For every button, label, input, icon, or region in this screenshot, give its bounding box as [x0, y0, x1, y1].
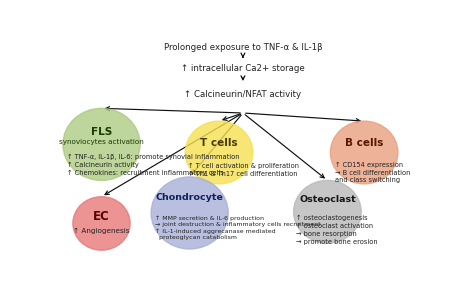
Ellipse shape: [330, 121, 398, 184]
Text: FLS: FLS: [91, 127, 112, 137]
Text: B cells: B cells: [345, 138, 383, 148]
Text: Prolonged exposure to TNF-α & IL-1β: Prolonged exposure to TNF-α & IL-1β: [164, 43, 322, 52]
Text: ↑ intracellular Ca2+ storage: ↑ intracellular Ca2+ storage: [181, 64, 305, 73]
Text: Osteoclast: Osteoclast: [299, 194, 356, 204]
Text: ↑ Angiogenesis: ↑ Angiogenesis: [73, 228, 130, 234]
Ellipse shape: [293, 180, 361, 243]
Text: T cells: T cells: [200, 138, 238, 148]
Text: Chondrocyte: Chondrocyte: [156, 193, 224, 202]
Text: ↑ TNF-α, IL-1β, IL-6: promote synovial inflammation
↑ Calcineurin activity
↑ Che: ↑ TNF-α, IL-1β, IL-6: promote synovial i…: [66, 154, 239, 176]
Text: ↑ osteoclastogenesis
↑ osteoclast activation
→ bone resorption
→ promote bone er: ↑ osteoclastogenesis ↑ osteoclast activa…: [296, 215, 378, 245]
Ellipse shape: [185, 121, 253, 184]
Ellipse shape: [151, 177, 228, 249]
Text: ↑ MMP secretion & IL-6 production
→ joint destruction & inflammatory cells recru: ↑ MMP secretion & IL-6 production → join…: [155, 215, 320, 240]
Text: synoviocytes activation: synoviocytes activation: [59, 139, 144, 145]
Ellipse shape: [73, 197, 130, 250]
Text: ↑ Calcineurin/NFAT activity: ↑ Calcineurin/NFAT activity: [184, 90, 301, 99]
Ellipse shape: [63, 108, 140, 180]
Text: EC: EC: [93, 210, 110, 223]
Text: ↑ CD154 expression
→ B cell differentiation
and class switching: ↑ CD154 expression → B cell differentiat…: [335, 162, 410, 183]
Text: ↑ T cell activation & proliferation
↑ Th1 & Th17 cell differentiation: ↑ T cell activation & proliferation ↑ Th…: [188, 163, 299, 177]
